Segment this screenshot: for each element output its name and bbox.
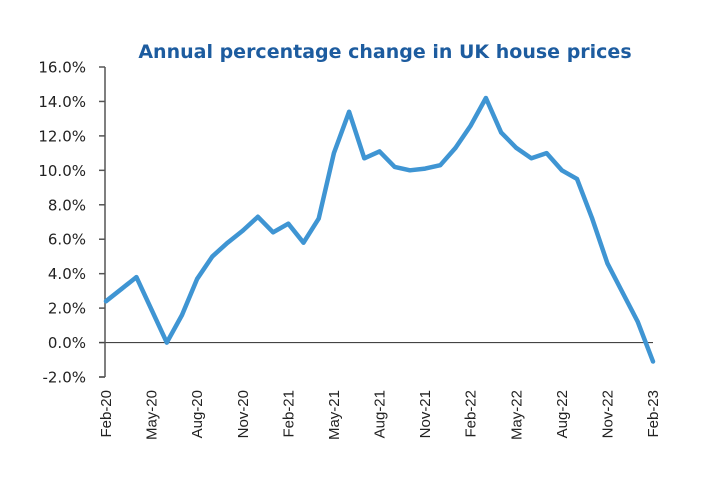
data-point-Jul-22 bbox=[544, 151, 549, 156]
y-tick-label: 6.0% bbox=[48, 231, 86, 249]
x-tick-label: Feb-20 bbox=[98, 390, 115, 438]
x-axis-ticks: Feb-20 May-20 Aug-20 Nov-20 Feb-21 May-21 Aug-… bbox=[98, 376, 662, 440]
data-point-Feb-22 bbox=[468, 123, 473, 128]
data-point-Feb-21 bbox=[286, 221, 291, 226]
x-tick-label: Nov-22 bbox=[599, 390, 616, 438]
data-point-Apr-20 bbox=[134, 275, 139, 280]
data-point-Sep-20 bbox=[210, 254, 215, 259]
x-tick-label: Nov-20 bbox=[235, 390, 252, 438]
data-point-May-21 bbox=[331, 151, 336, 156]
data-point-Dec-20 bbox=[255, 214, 260, 219]
data-point-Jun-22 bbox=[529, 156, 534, 161]
data-point-Jul-21 bbox=[362, 156, 367, 161]
y-tick-label: 4.0% bbox=[48, 265, 86, 283]
data-point-Feb-20 bbox=[104, 299, 108, 304]
y-axis-ticks: -2.0% 0.0% 2.0% 4.0% 6.0% 8.0% 10.0% 12.0% 14.0%… bbox=[38, 59, 105, 387]
y-tick-label: 14.0% bbox=[38, 93, 86, 111]
x-tick-label: Feb-22 bbox=[463, 390, 480, 438]
data-point-Nov-20 bbox=[240, 228, 245, 233]
data-point-Dec-22 bbox=[620, 290, 625, 295]
data-point-May-22 bbox=[514, 145, 519, 150]
x-tick-label: May-21 bbox=[326, 390, 343, 440]
y-tick-label: -2.0% bbox=[42, 369, 86, 387]
data-point-Oct-21 bbox=[407, 168, 412, 173]
data-point-Aug-21 bbox=[377, 149, 382, 154]
x-tick-label: Aug-22 bbox=[554, 390, 571, 438]
y-tick-label: 12.0% bbox=[38, 127, 86, 145]
x-tick-label: Nov-21 bbox=[417, 390, 434, 438]
data-point-Sep-21 bbox=[392, 164, 397, 169]
series-line bbox=[103, 95, 656, 364]
x-tick-label: Aug-20 bbox=[189, 390, 206, 438]
data-point-Mar-22 bbox=[483, 96, 488, 100]
data-point-Nov-22 bbox=[605, 261, 610, 266]
data-point-Jun-21 bbox=[347, 109, 352, 114]
y-tick-label: 16.0% bbox=[38, 59, 86, 77]
data-point-Feb-23 bbox=[651, 359, 655, 364]
x-tick-label: May-20 bbox=[144, 390, 161, 440]
data-point-Oct-20 bbox=[225, 240, 230, 245]
x-tick-label: Feb-23 bbox=[645, 390, 662, 438]
x-tick-label: Feb-21 bbox=[280, 390, 297, 438]
data-point-Jan-23 bbox=[635, 319, 640, 324]
data-point-Jun-20 bbox=[164, 340, 169, 345]
x-tick-label: Aug-21 bbox=[372, 390, 389, 438]
y-tick-label: 8.0% bbox=[48, 196, 86, 214]
chart-title: Annual percentage change in UK house pri… bbox=[138, 41, 631, 63]
data-point-Jan-21 bbox=[271, 230, 276, 235]
data-point-May-20 bbox=[149, 307, 154, 312]
data-point-Aug-22 bbox=[559, 168, 564, 173]
data-point-Jan-22 bbox=[453, 145, 458, 150]
data-points bbox=[104, 96, 655, 364]
data-point-Mar-21 bbox=[301, 240, 306, 245]
data-point-Oct-22 bbox=[590, 216, 595, 221]
x-tick-label: May-22 bbox=[508, 390, 525, 440]
y-tick-label: 2.0% bbox=[48, 300, 86, 318]
data-point-Sep-22 bbox=[575, 176, 580, 181]
data-point-Apr-22 bbox=[499, 130, 504, 135]
data-point-Dec-21 bbox=[438, 163, 443, 168]
y-tick-label: 0.0% bbox=[48, 334, 86, 352]
data-point-Nov-21 bbox=[423, 166, 428, 171]
data-point-Aug-20 bbox=[195, 276, 200, 281]
data-point-Apr-21 bbox=[316, 216, 321, 221]
data-point-Jul-20 bbox=[179, 313, 184, 317]
y-tick-label: 10.0% bbox=[38, 162, 86, 180]
data-point-Mar-20 bbox=[119, 287, 124, 292]
